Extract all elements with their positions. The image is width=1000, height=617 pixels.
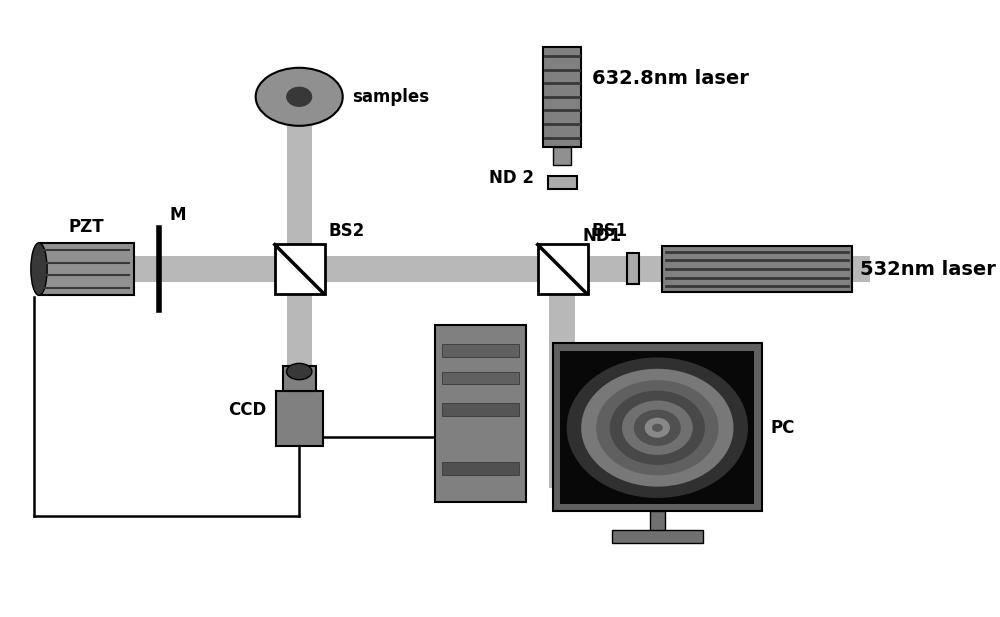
Ellipse shape bbox=[610, 391, 705, 465]
Ellipse shape bbox=[652, 424, 663, 432]
Text: 632.8nm laser: 632.8nm laser bbox=[592, 69, 749, 88]
Ellipse shape bbox=[287, 363, 312, 379]
Bar bbox=[435, 325, 526, 502]
Text: samples: samples bbox=[352, 88, 429, 106]
Bar bbox=[543, 47, 581, 147]
Bar bbox=[553, 344, 762, 511]
Bar bbox=[442, 344, 519, 357]
Bar bbox=[275, 244, 325, 294]
Text: PZT: PZT bbox=[68, 218, 104, 236]
Bar bbox=[442, 404, 519, 416]
Bar bbox=[287, 126, 312, 434]
Text: ND 2: ND 2 bbox=[489, 170, 534, 188]
Bar bbox=[292, 97, 306, 120]
Text: CCD: CCD bbox=[228, 400, 267, 418]
Text: ND1: ND1 bbox=[583, 226, 622, 244]
Bar bbox=[276, 391, 323, 446]
Ellipse shape bbox=[286, 86, 312, 107]
Bar bbox=[612, 530, 703, 543]
Bar bbox=[560, 350, 754, 504]
Ellipse shape bbox=[645, 418, 670, 437]
Bar bbox=[553, 147, 571, 165]
Text: 532nm laser: 532nm laser bbox=[860, 260, 995, 278]
Bar bbox=[36, 257, 870, 282]
Ellipse shape bbox=[31, 242, 47, 296]
Ellipse shape bbox=[596, 380, 719, 475]
Text: M: M bbox=[170, 205, 186, 224]
Bar bbox=[549, 244, 575, 489]
Bar bbox=[283, 366, 316, 391]
Bar bbox=[538, 244, 588, 294]
Text: BS2: BS2 bbox=[328, 222, 364, 240]
Ellipse shape bbox=[622, 400, 693, 455]
Text: PC: PC bbox=[771, 419, 795, 437]
Ellipse shape bbox=[567, 357, 748, 498]
Ellipse shape bbox=[256, 68, 343, 126]
Bar bbox=[650, 511, 665, 531]
Bar bbox=[442, 371, 519, 384]
Text: BS1: BS1 bbox=[591, 222, 627, 240]
Bar bbox=[627, 253, 639, 284]
Bar bbox=[548, 176, 577, 189]
Bar bbox=[39, 242, 134, 296]
Bar bbox=[662, 246, 852, 292]
Ellipse shape bbox=[634, 410, 681, 446]
Ellipse shape bbox=[581, 369, 733, 487]
Bar bbox=[442, 462, 519, 475]
